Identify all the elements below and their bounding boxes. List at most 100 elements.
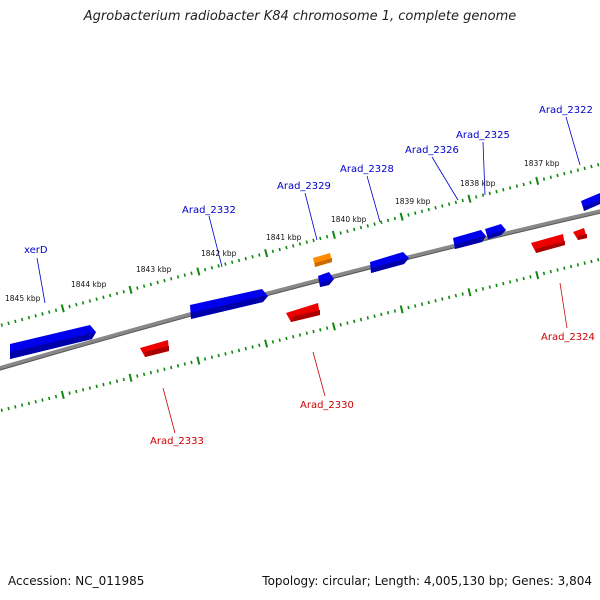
ruler-minor-tick (210, 266, 214, 270)
ruler-minor-tick (237, 258, 241, 263)
ruler-minor-tick (522, 182, 525, 187)
ruler-minor-tick (386, 311, 390, 315)
ruler-minor-tick (170, 277, 173, 281)
topology-label: Topology: (262, 574, 319, 588)
ruler-minor-tick (41, 398, 44, 402)
gene-arad-2325[interactable] (485, 224, 506, 239)
gene-arad-2324[interactable] (531, 234, 565, 253)
gene-arad-2326[interactable] (453, 230, 486, 249)
label-arad-2329[interactable]: Arad_2329 (277, 181, 331, 192)
ruler-minor-tick (271, 249, 275, 254)
ruler-minor-tick (312, 329, 315, 334)
ruler-major-tick (399, 305, 404, 314)
ruler-major-tick (535, 176, 540, 185)
label-xerD[interactable]: xerD (24, 245, 48, 256)
ruler-minor-tick (109, 381, 112, 385)
ruler-minor-tick (305, 331, 308, 335)
label-arad-2332[interactable]: Arad_2332 (182, 205, 236, 216)
topology-value: circular (322, 574, 367, 588)
ruler-major-tick (128, 373, 133, 382)
forward-strand-genes (10, 193, 600, 359)
ruler-major-tick (60, 390, 65, 400)
ruler-minor-tick (244, 346, 247, 351)
ruler-minor-tick (597, 163, 600, 167)
label-arad-2328[interactable]: Arad_2328 (340, 164, 394, 175)
leader-arad-2332 (208, 215, 223, 268)
ruler-minor-tick (81, 301, 85, 305)
ruler-label-1841: 1841 kbp (266, 233, 302, 242)
ruler-minor-tick (68, 391, 71, 395)
label-arad-2333[interactable]: Arad_2333 (150, 436, 204, 447)
ruler-minor-tick (597, 258, 600, 262)
ruler-minor-tick (203, 357, 207, 361)
ruler-minor-tick (176, 275, 180, 279)
ruler-minor-tick (278, 338, 281, 342)
ruler-minor-tick (88, 386, 92, 390)
ruler-minor-tick (461, 292, 464, 296)
gene-arad-2333[interactable] (140, 340, 169, 357)
ruler-minor-tick (136, 374, 139, 378)
ruler-minor-tick (488, 191, 491, 196)
gene-xerD[interactable] (10, 325, 96, 359)
ruler-minor-tick (292, 244, 295, 248)
ruler-minor-tick (441, 204, 444, 208)
ruler-minor-tick (515, 278, 519, 282)
gene-arad-2332[interactable] (190, 289, 268, 319)
ruler-minor-tick (251, 254, 254, 259)
gene-arad-2322[interactable] (581, 193, 600, 211)
ruler-minor-tick (515, 184, 519, 188)
ruler-minor-tick (441, 297, 444, 301)
gene-arad-2328[interactable] (370, 252, 409, 273)
label-arad-2325[interactable]: Arad_2325 (456, 130, 510, 141)
ruler-minor-tick (176, 364, 180, 368)
ruler-minor-tick (95, 297, 98, 301)
rna-gene[interactable] (313, 253, 332, 267)
ruler-minor-tick (359, 225, 363, 230)
ruler-minor-tick (142, 372, 146, 377)
accession-label: Accession: (8, 574, 72, 588)
ruler-major-tick (399, 212, 404, 221)
ruler-minor-tick (319, 236, 322, 241)
ruler-major-tick (467, 194, 472, 203)
label-arad-2330[interactable]: Arad_2330 (300, 400, 354, 411)
ruler-minor-tick (285, 245, 288, 250)
ruler-minor-tick (556, 268, 559, 272)
ruler-minor-tick (95, 384, 98, 389)
ruler-minor-tick (54, 308, 58, 312)
ruler-minor-tick (420, 209, 424, 214)
gene-arad-2329[interactable] (318, 272, 334, 287)
ruler-minor-tick (298, 242, 302, 246)
ruler-minor-tick (75, 302, 78, 307)
ruler-minor-tick (414, 304, 417, 308)
accession-value: NC_011985 (75, 574, 145, 588)
chromosome-backbone (0, 209, 600, 371)
ruler-inner (0, 258, 600, 412)
leader-arad-2326 (431, 156, 459, 201)
gene-arad-2324b[interactable] (573, 228, 587, 240)
ruler-minor-tick (231, 260, 234, 264)
ruler-outer (0, 163, 600, 327)
ruler-minor-tick (373, 222, 376, 226)
ruler-label-1843: 1843 kbp (136, 265, 172, 274)
ruler-minor-tick (380, 220, 383, 224)
reverse-strand-genes (140, 228, 587, 357)
ruler-major-tick (196, 356, 201, 365)
label-arad-2324[interactable]: Arad_2324 (541, 332, 595, 343)
ruler-minor-tick (522, 276, 525, 281)
ruler-minor-tick (447, 295, 451, 300)
ruler-label-1842: 1842 kbp (201, 249, 237, 258)
ruler-minor-tick (14, 405, 17, 409)
genome-stats: Topology: circular; Length: 4,005,130 bp… (262, 574, 592, 588)
ruler-minor-tick (481, 287, 485, 291)
ruler-minor-tick (115, 379, 119, 383)
ruler-minor-tick (461, 198, 464, 203)
ruler-major-tick (331, 230, 336, 240)
ruler-minor-tick (115, 291, 119, 296)
label-arad-2326[interactable]: Arad_2326 (405, 145, 459, 156)
ruler-minor-tick (34, 400, 37, 404)
ruler-minor-tick (278, 247, 281, 252)
gene-arad-2330[interactable] (286, 303, 320, 322)
label-arad-2322[interactable]: Arad_2322 (539, 105, 593, 116)
ruler-minor-tick (102, 382, 105, 387)
accession-info: Accession: NC_011985 (8, 574, 144, 588)
